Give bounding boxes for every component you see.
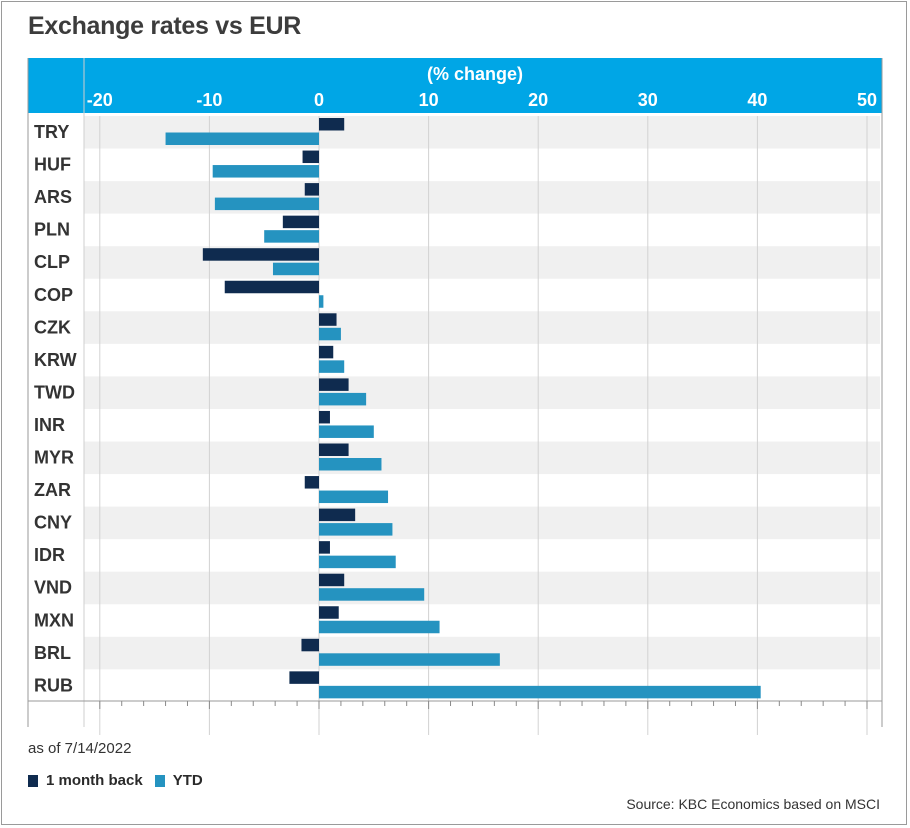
bar-1-month-back xyxy=(319,313,337,326)
category-label: BRL xyxy=(34,643,71,663)
category-label: ARS xyxy=(34,187,72,207)
category-label: INR xyxy=(34,415,65,435)
bar-1-month-back xyxy=(301,638,319,652)
category-label: HUF xyxy=(34,155,71,175)
bar-ytd xyxy=(319,490,389,504)
bar-1-month-back xyxy=(319,573,345,587)
bar-1-month-back xyxy=(282,215,319,229)
bar-1-month-back xyxy=(319,410,330,424)
x-tick-label: -20 xyxy=(87,90,113,110)
row-band xyxy=(84,311,880,344)
bar-ytd xyxy=(319,620,440,634)
bar-1-month-back xyxy=(304,183,319,196)
category-label: CZK xyxy=(34,317,71,337)
category-label: CNY xyxy=(34,513,72,533)
bar-1-month-back xyxy=(202,248,319,261)
chart-title: Exchange rates vs EUR xyxy=(28,12,301,40)
legend: 1 month back YTD xyxy=(28,772,215,789)
bar-1-month-back xyxy=(319,508,356,522)
bar-ytd xyxy=(319,588,425,601)
bar-ytd xyxy=(319,555,396,569)
category-label: COP xyxy=(34,285,73,305)
x-tick-label: 30 xyxy=(638,90,658,110)
category-label: IDR xyxy=(34,545,65,565)
x-tick-label: 10 xyxy=(419,90,439,110)
bar-1-month-back xyxy=(319,118,345,131)
category-label: CLP xyxy=(34,252,70,272)
legend-label-ytd: YTD xyxy=(172,772,203,789)
bar-ytd xyxy=(212,165,319,178)
x-tick-label: 20 xyxy=(528,90,548,110)
legend-swatch-ytd xyxy=(154,774,165,787)
bar-ytd xyxy=(272,262,319,276)
x-axis-title: (% change) xyxy=(427,64,523,84)
row-band xyxy=(84,441,880,475)
bar-ytd xyxy=(319,360,345,373)
bar-ytd xyxy=(319,295,324,308)
bar-ytd xyxy=(319,425,374,438)
bar-ytd xyxy=(214,197,319,211)
x-tick-label: -10 xyxy=(196,90,222,110)
bar-1-month-back xyxy=(289,671,319,684)
bar-ytd xyxy=(319,523,393,536)
category-label: VND xyxy=(34,578,72,598)
x-tick-label: 40 xyxy=(747,90,767,110)
category-label: MXN xyxy=(34,610,74,630)
as-of-date: as of 7/14/2022 xyxy=(28,740,132,757)
bar-1-month-back xyxy=(319,443,349,456)
x-tick-label: 50 xyxy=(857,90,877,110)
bar-1-month-back xyxy=(304,476,319,489)
category-label: TRY xyxy=(34,122,69,142)
category-label: MYR xyxy=(34,448,74,468)
legend-item-ytd: YTD xyxy=(154,772,203,789)
category-label: KRW xyxy=(34,350,77,370)
bar-ytd xyxy=(319,327,341,341)
x-tick-label: 0 xyxy=(314,90,324,110)
row-band xyxy=(84,376,880,409)
bar-ytd xyxy=(319,685,761,699)
bar-ytd xyxy=(165,132,319,145)
bar-1-month-back xyxy=(319,606,339,619)
bar-1-month-back xyxy=(302,150,319,164)
legend-label-1-month-back: 1 month back xyxy=(46,772,143,789)
axis-header-band xyxy=(28,58,882,113)
category-label: TWD xyxy=(34,382,75,402)
category-label: PLN xyxy=(34,220,70,240)
bar-chart: (% change) -20 -10 0 10 20 30 40 50 TRY HUF ARS PLN C… xyxy=(27,58,883,735)
bar-ytd xyxy=(264,230,319,243)
bar-1-month-back xyxy=(319,345,334,359)
legend-swatch-1-month-back xyxy=(28,774,38,787)
category-label: ZAR xyxy=(34,480,71,500)
bar-ytd xyxy=(319,458,382,471)
bar-1-month-back xyxy=(319,378,349,391)
row-band xyxy=(84,571,880,605)
bar-ytd xyxy=(319,392,367,406)
category-label: RUB xyxy=(34,675,73,695)
row-band xyxy=(84,181,880,214)
bar-ytd xyxy=(319,653,500,666)
bar-1-month-back xyxy=(319,541,330,554)
row-band xyxy=(84,506,880,540)
source-note: Source: KBC Economics based on MSCI xyxy=(626,796,880,812)
legend-item-1-month-back: 1 month back xyxy=(28,772,143,789)
bar-1-month-back xyxy=(224,280,319,294)
